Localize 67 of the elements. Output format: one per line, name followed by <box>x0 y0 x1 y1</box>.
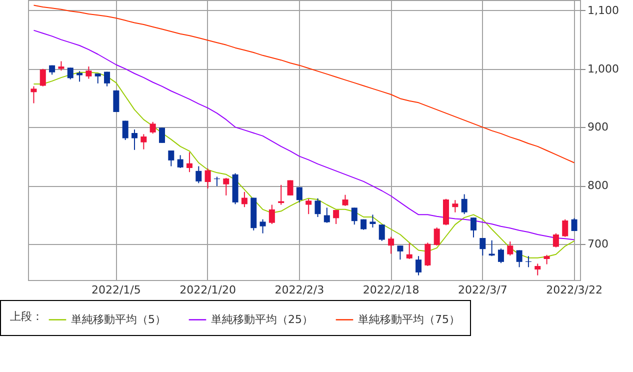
candlestick <box>378 224 385 242</box>
x-tick-label: 2022/3/22 <box>546 284 602 296</box>
candlestick <box>268 204 275 224</box>
x-tick-label: 2022/2/3 <box>274 284 324 296</box>
candlestick <box>324 207 330 224</box>
candlestick <box>397 245 404 260</box>
candlestick <box>406 242 412 260</box>
candlestick <box>314 198 321 218</box>
candlestick <box>122 120 128 140</box>
candlestick <box>552 232 559 248</box>
candlestick <box>186 152 192 173</box>
y-tick-label: 1,100 <box>588 4 619 17</box>
candlestick <box>388 236 394 254</box>
candlestick <box>241 191 248 208</box>
candlestick <box>370 214 376 228</box>
candlestick <box>150 121 156 134</box>
line-series <box>33 4 575 164</box>
candlestick <box>498 248 504 264</box>
candlestick <box>571 218 578 232</box>
candlestick <box>260 218 266 234</box>
legend-title: 上段： <box>10 310 43 323</box>
line-series <box>33 30 575 240</box>
candlestick <box>470 217 476 238</box>
candlestick <box>204 168 211 189</box>
candlestick <box>158 127 165 144</box>
candlestick <box>333 210 340 224</box>
candlestick <box>434 227 440 246</box>
candlestick <box>94 73 101 84</box>
x-tick-label: 2022/3/7 <box>458 284 508 296</box>
candlestick <box>480 238 486 256</box>
x-tick-label: 2022/2/18 <box>362 284 420 296</box>
candlestick <box>67 67 74 80</box>
candlestick <box>177 154 184 168</box>
candlestick <box>507 241 514 256</box>
candlestick <box>30 86 37 104</box>
candlestick <box>562 218 568 238</box>
candlestick <box>104 71 110 87</box>
y-tick-label: 900 <box>588 120 608 134</box>
candlestick <box>516 250 522 268</box>
candlestick <box>140 134 147 150</box>
candlestick <box>544 254 550 265</box>
candlestick <box>76 70 83 82</box>
candlestick <box>306 198 312 215</box>
candlestick <box>40 68 46 87</box>
candlestick <box>196 166 202 184</box>
candlestick <box>351 207 358 226</box>
candlestick <box>223 177 230 196</box>
y-tick-label: 1,000 <box>588 62 619 76</box>
candlestick <box>461 194 468 215</box>
candlestick <box>168 150 174 167</box>
candlestick <box>86 66 92 80</box>
legend-label: 単純移動平均（75） <box>358 312 460 326</box>
x-tick-label: 2022/1/20 <box>180 284 236 296</box>
y-tick-label: 800 <box>588 179 608 192</box>
candlestick <box>287 180 294 196</box>
candlestick <box>424 242 431 266</box>
candlestick <box>416 256 422 276</box>
legend-label: 単純移動平均（25） <box>211 312 313 326</box>
candlestick <box>534 263 541 276</box>
x-tick-label: 2022/1/5 <box>91 284 141 296</box>
candlestick <box>132 129 138 150</box>
candlestick <box>452 200 458 213</box>
candlestick <box>58 60 64 72</box>
candlestick <box>296 186 302 203</box>
candlestick <box>342 194 348 206</box>
y-tick-label: 700 <box>588 237 608 250</box>
legend-label: 単純移動平均（5） <box>71 312 166 326</box>
